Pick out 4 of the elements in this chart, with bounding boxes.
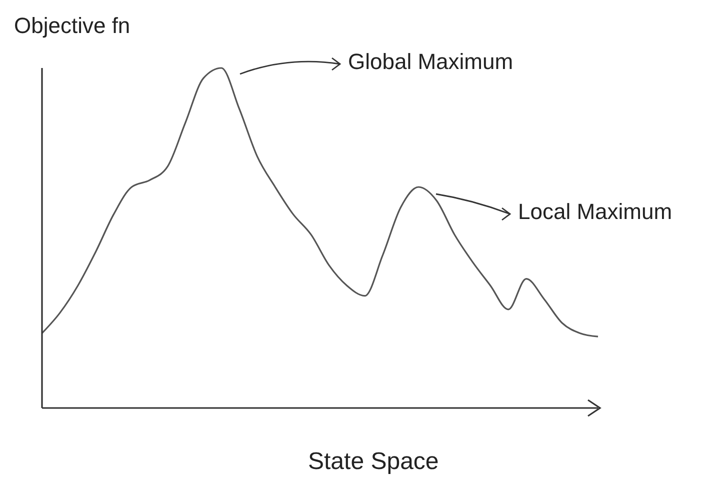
y-axis-title: Objective fn bbox=[14, 12, 132, 40]
x-axis-title: State Space bbox=[308, 448, 439, 476]
annotation: Local Maximum bbox=[518, 198, 674, 226]
annotation: Global Maximum bbox=[348, 48, 514, 76]
